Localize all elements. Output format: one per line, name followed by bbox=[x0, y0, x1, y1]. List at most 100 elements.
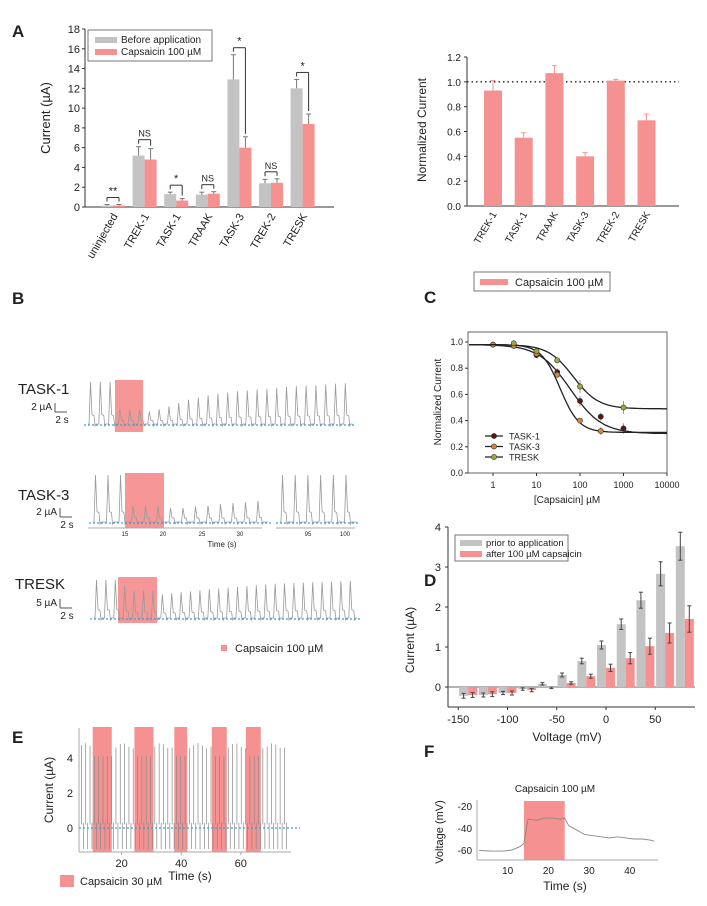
y-tick-label: 0.8 bbox=[450, 363, 463, 373]
data-point bbox=[597, 413, 604, 420]
y-tick-label: 0 bbox=[74, 202, 80, 214]
y-axis-label: Normalized Current bbox=[415, 77, 429, 182]
fit-curve bbox=[469, 343, 667, 410]
y-tick-label: 16 bbox=[68, 44, 80, 56]
x-axis-label: Time (s) bbox=[543, 879, 587, 893]
panel-d-iv-bar-chart: 0 1 2 3 4 -150 -100 -50 0 50 Voltage (mV) Current (… bbox=[403, 522, 695, 744]
bar-capsaicin bbox=[545, 73, 564, 207]
legend-label-prior: prior to application bbox=[486, 538, 564, 549]
legend-label-capsaicin: Capsaicin 100 µM bbox=[235, 643, 323, 655]
data-point bbox=[577, 417, 583, 424]
bar-prior bbox=[656, 573, 666, 687]
bar-after bbox=[645, 646, 655, 687]
significance-label: NS bbox=[202, 174, 215, 184]
data-point bbox=[577, 398, 583, 404]
y-tick-label: 1.0 bbox=[450, 337, 463, 347]
plot-frame bbox=[467, 331, 668, 474]
bar-before bbox=[290, 88, 303, 207]
bar-after bbox=[606, 667, 615, 687]
x-tick-label: 40 bbox=[175, 858, 187, 870]
bar-prior bbox=[675, 546, 685, 687]
x-tick-label: -100 bbox=[496, 714, 518, 726]
panel-f-membrane-voltage: -20 -40 -60 10 20 30 40 Capsaicin 100 µM Time (s… bbox=[434, 784, 658, 893]
current-trace bbox=[88, 381, 353, 428]
x-tick-label: 10 bbox=[531, 480, 541, 490]
bar-capsaicin bbox=[576, 156, 595, 206]
capsaicin-application-window bbox=[118, 577, 157, 623]
y-tick-label: 1.0 bbox=[447, 78, 461, 89]
legend-box bbox=[473, 271, 611, 292]
bar-capsaicin bbox=[239, 147, 252, 207]
y-tick-label: 10 bbox=[68, 103, 80, 115]
bar-after bbox=[586, 676, 596, 687]
bar-before bbox=[195, 194, 208, 207]
x-tick-label: 20 bbox=[543, 866, 555, 877]
bar-prior bbox=[597, 645, 606, 687]
bar-after bbox=[507, 687, 517, 693]
capsaicin-application-window bbox=[134, 727, 154, 852]
panel-label-f: F bbox=[424, 742, 434, 761]
bar-capsaicin bbox=[302, 123, 315, 207]
bar-prior bbox=[616, 624, 626, 687]
x-tick-label: 1 bbox=[490, 480, 495, 490]
scale-bar-current-label: 5 µA bbox=[36, 598, 57, 609]
legend-swatch-prior bbox=[460, 540, 482, 546]
y-tick-label: 0.8 bbox=[447, 103, 461, 114]
y-tick-label: 6 bbox=[74, 143, 80, 155]
y-tick-label: 0.0 bbox=[447, 202, 461, 213]
y-tick-label: 12 bbox=[68, 83, 80, 95]
x-tick-label: 0 bbox=[603, 714, 609, 726]
bar-after bbox=[566, 683, 576, 687]
data-point bbox=[620, 425, 627, 432]
y-tick-label: 0.2 bbox=[447, 177, 461, 188]
capsaicin-application-window bbox=[115, 380, 143, 432]
y-tick-label: 4 bbox=[74, 162, 80, 174]
bar-capsaicin bbox=[484, 90, 502, 206]
y-tick-label: 0.6 bbox=[447, 128, 461, 139]
x-tick-label: 40 bbox=[624, 866, 636, 877]
x-tick-label: 50 bbox=[649, 714, 661, 726]
voltage-trace bbox=[479, 817, 655, 852]
chart-title: Capsaicin 100 µM bbox=[515, 784, 595, 795]
current-trace bbox=[94, 579, 358, 622]
bar-capsaicin bbox=[514, 137, 533, 206]
significance-label: * bbox=[300, 60, 305, 72]
significance-label: ** bbox=[109, 186, 118, 198]
significance-label: * bbox=[237, 36, 242, 48]
legend-swatch-before bbox=[95, 37, 117, 43]
y-axis-label: Normalized Current bbox=[433, 358, 444, 445]
y-tick-label: 0.0 bbox=[450, 468, 463, 478]
bar-after bbox=[487, 687, 497, 695]
bar-prior bbox=[498, 687, 508, 693]
panel-label-a: A bbox=[12, 22, 24, 41]
panel-label-c: C bbox=[424, 288, 436, 307]
bar-capsaicin bbox=[207, 193, 220, 207]
y-tick-label: 0 bbox=[435, 682, 441, 694]
y-tick-label: 3 bbox=[435, 562, 441, 574]
panel-e-repeated-application: 0 2 4 20 40 60 Time (s) Current (µA) Capsaicin 3… bbox=[42, 727, 300, 888]
legend-swatch-capsaicin bbox=[480, 279, 508, 285]
legend-label-capsaicin: Capsaicin 100 µM bbox=[121, 47, 201, 58]
scale-bar-current-label: 2 µA bbox=[31, 402, 52, 413]
data-point bbox=[554, 371, 561, 378]
panel-label-b: B bbox=[12, 289, 24, 308]
bar-prior bbox=[478, 687, 488, 695]
capsaicin-application-window bbox=[523, 801, 565, 860]
panel-label-d: D bbox=[424, 571, 436, 590]
y-tick-label: 0 bbox=[67, 823, 73, 835]
trace-label: TRESK bbox=[15, 576, 65, 593]
x-axis-label: Time (s) bbox=[168, 869, 212, 883]
x-tick-label: 10 bbox=[502, 866, 514, 877]
scale-bar-time-label: 2 s bbox=[60, 611, 73, 622]
legend-swatch-capsaicin bbox=[221, 645, 227, 651]
bar-capsaicin bbox=[271, 182, 283, 207]
legend-label-capsaicin: Capsaicin 30 µM bbox=[80, 876, 162, 888]
legend-swatch-after bbox=[460, 551, 482, 557]
legend-label-before: Before application bbox=[121, 35, 201, 46]
data-point bbox=[510, 340, 517, 347]
y-tick-label: 1 bbox=[435, 642, 441, 654]
data-point bbox=[533, 348, 540, 355]
bar-after bbox=[684, 619, 694, 687]
bar-capsaicin bbox=[113, 205, 125, 207]
